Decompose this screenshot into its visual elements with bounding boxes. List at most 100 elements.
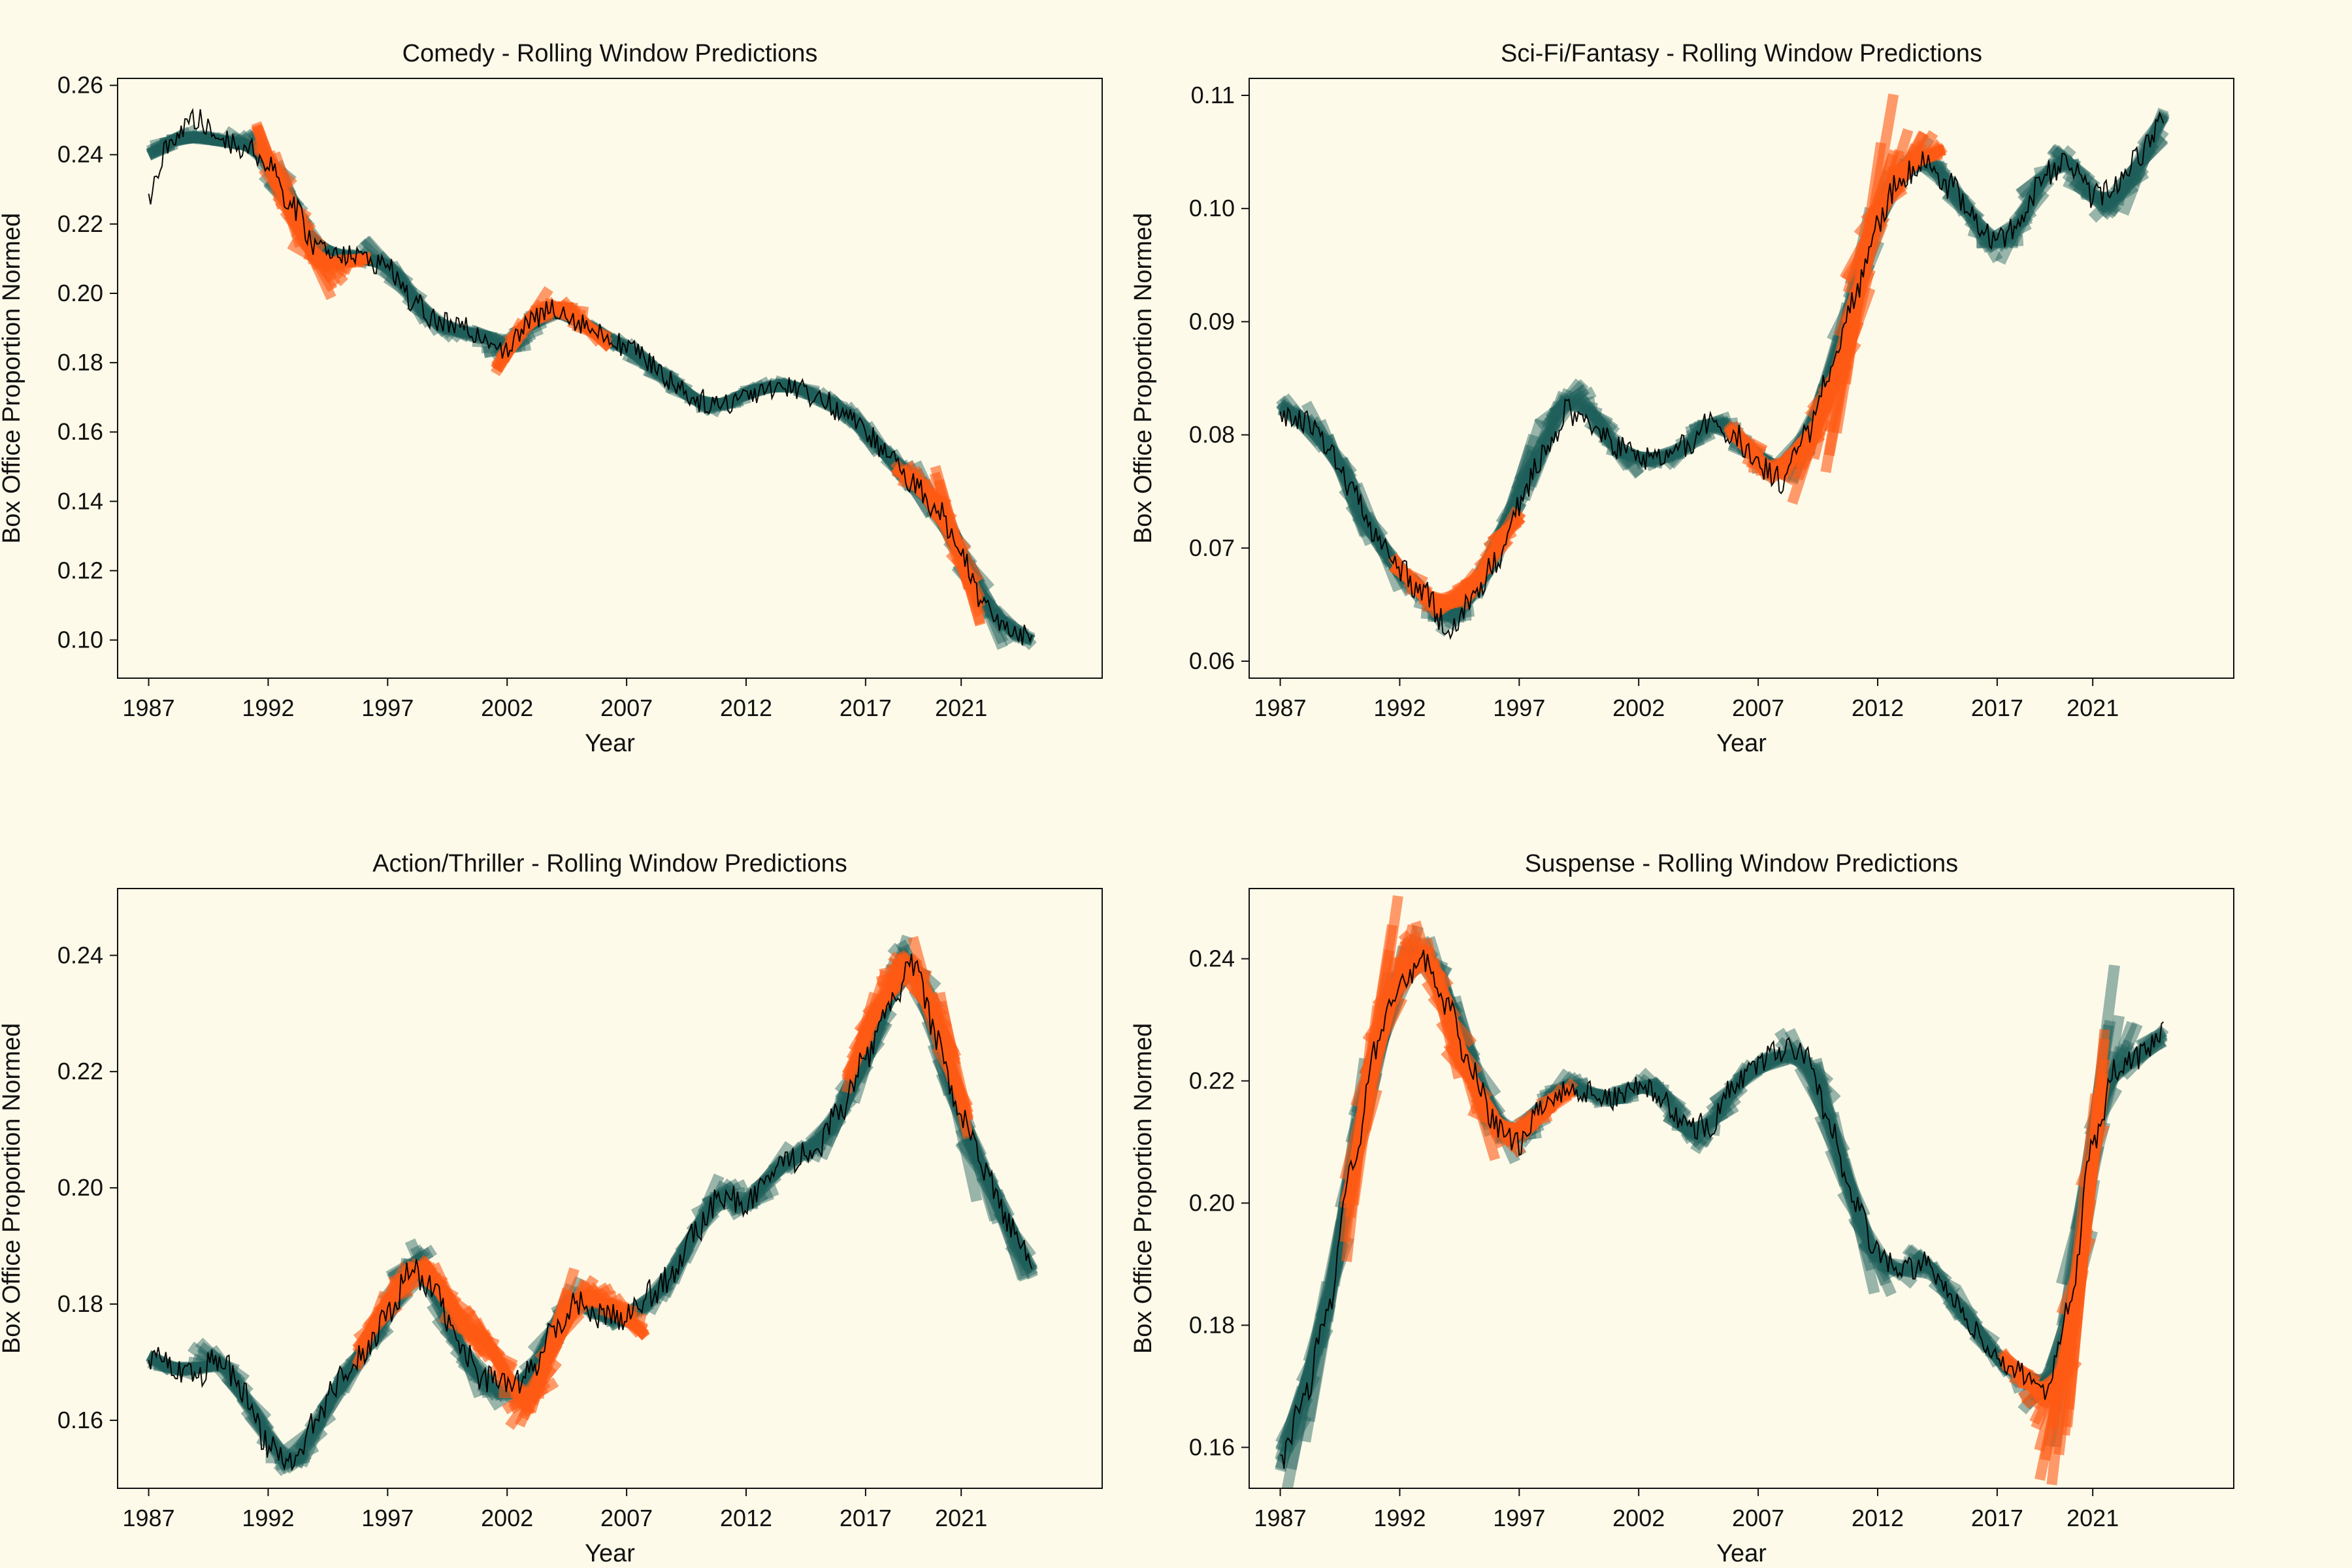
x-tick-label: 1987 [123, 694, 175, 721]
fit-segment [1674, 427, 1712, 457]
y-axis-label: Box Office Proportion Normed [0, 1023, 25, 1354]
fit-segment [442, 321, 492, 343]
fit-segment [282, 1410, 336, 1455]
fit-segment [753, 1141, 807, 1200]
fit-segment [1541, 397, 1576, 431]
fit-segment [1938, 1282, 1993, 1354]
fit-segment [190, 131, 221, 146]
fit-segment [1571, 393, 1609, 432]
fit-segment [2097, 181, 2139, 213]
fit-segment [787, 1123, 835, 1166]
fit-segment [794, 385, 834, 409]
fit-segment [1004, 1220, 1038, 1280]
fit-segment [146, 1350, 182, 1377]
y-tick-label: 0.20 [57, 280, 103, 306]
fit-segment [1288, 1250, 1347, 1426]
fit-segment [986, 1180, 1032, 1277]
fit-segment [1912, 1248, 1950, 1288]
fit-segment [1774, 1028, 1824, 1096]
fit-segment [2126, 113, 2170, 181]
fit-segment [956, 1137, 999, 1188]
x-tick-label: 2002 [1612, 1505, 1665, 1531]
fit-segment [1942, 1294, 1984, 1331]
y-tick-label: 0.10 [57, 627, 103, 653]
fit-segment [664, 369, 700, 406]
fit-segment [194, 133, 229, 147]
fit-segment [221, 1372, 272, 1423]
fit-segment [1984, 211, 2033, 253]
fit-segment [967, 566, 1017, 646]
x-axis-label: Year [585, 1540, 635, 1567]
fit-segment [785, 379, 821, 400]
x-tick-label: 2012 [1852, 1505, 1904, 1531]
fit-segment [1534, 385, 1589, 430]
fit-segment [1648, 1081, 1692, 1122]
fit-segment [2113, 134, 2168, 193]
fit-segment [146, 140, 172, 160]
chart-title: Action/Thriller - Rolling Window Predict… [372, 850, 847, 877]
fit-segment [1526, 387, 1574, 488]
fit-segment [1837, 1188, 1893, 1269]
fit-segment [1567, 397, 1601, 424]
fit-segment [197, 1342, 250, 1385]
fit-segment [1511, 420, 1560, 493]
fit-segment [1761, 1047, 1803, 1066]
fit-segment [1303, 1241, 1349, 1364]
x-tick-label: 2007 [600, 1505, 653, 1531]
fit-segment [1573, 397, 1618, 434]
fit-segment [1948, 192, 1989, 241]
fit-segment [2101, 146, 2157, 213]
actual-series-line [148, 953, 1033, 1471]
fit-segment [2125, 1036, 2167, 1066]
fit-segment [1275, 1394, 1313, 1453]
y-tick-label: 0.16 [57, 1407, 103, 1433]
fit-segment [955, 1139, 1005, 1203]
fit-segment [1512, 400, 1564, 500]
fit-segment [1869, 1248, 1903, 1273]
x-axis-label: Year [1716, 1540, 1767, 1567]
y-tick-label: 0.20 [57, 1174, 103, 1201]
fit-segment [188, 1356, 231, 1373]
axes-frame [1249, 78, 2234, 679]
fit-segment [1945, 1299, 1992, 1346]
fit-segment [1644, 438, 1697, 472]
fit-segment [2074, 177, 2121, 218]
fit-segment [1682, 1117, 1716, 1136]
fit-segment [1927, 159, 1976, 214]
fit-segment [1918, 160, 1956, 188]
fit-segment [2088, 171, 2141, 223]
fit-segment [1618, 446, 1665, 469]
fit-segment [1276, 399, 1324, 448]
fit-segment [1348, 500, 1396, 568]
fit-segment [2103, 168, 2149, 203]
fit-segment [1512, 393, 1570, 500]
fit-segment [1275, 1386, 1308, 1462]
fit-segment [1788, 1039, 1833, 1098]
fit-segment [2124, 135, 2168, 179]
y-tick-label: 0.09 [1189, 308, 1235, 335]
fit-segment [2029, 156, 2068, 192]
fit-segment [740, 381, 773, 402]
plot-marks [1275, 895, 2169, 1488]
fit-segment [1932, 167, 1976, 212]
fit-segment [670, 1199, 717, 1266]
y-tick-label: 0.24 [57, 941, 103, 968]
fit-segment [1952, 1286, 2003, 1368]
fit-segment [228, 1373, 270, 1429]
x-tick-label: 2021 [935, 694, 987, 721]
fit-segment [1961, 203, 1999, 245]
fit-segment [1959, 1315, 2001, 1347]
fit-segment [1774, 1050, 1813, 1069]
fit-segment [146, 1352, 186, 1376]
y-axis-label: Box Office Proportion Normed [1130, 213, 1157, 544]
y-tick-label: 0.18 [1189, 1311, 1235, 1338]
fit-segment [2110, 140, 2160, 196]
fit-segment [774, 378, 820, 397]
fit-segment [1865, 1241, 1918, 1289]
x-tick-label: 1987 [1254, 694, 1307, 721]
x-tick-label: 2002 [1612, 694, 1665, 721]
fit-segment [1561, 394, 1613, 429]
fit-segment [2047, 144, 2091, 182]
actual-series-line [1280, 949, 2164, 1469]
chart-title: Comedy - Rolling Window Predictions [402, 40, 818, 67]
